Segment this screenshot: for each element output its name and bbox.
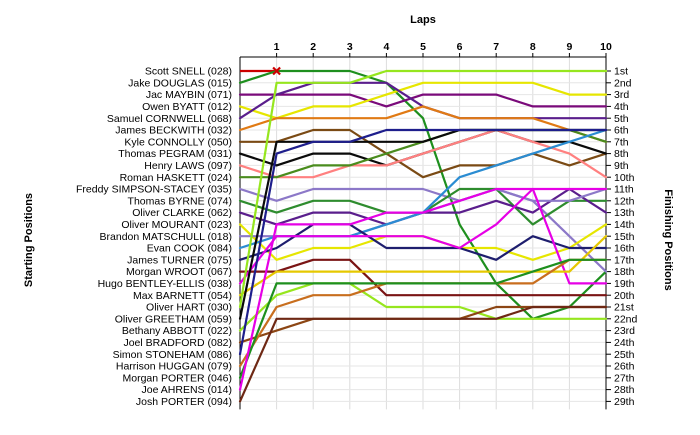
driver-labels: Scott SNELL (028)Jake DOUGLAS (015)Jac M… (76, 66, 232, 408)
driver-label: Harrison HUGGAN (079) (116, 361, 232, 373)
driver-label: Thomas PEGRAM (031) (118, 148, 232, 160)
y-axis-title-left: Starting Positions (23, 193, 35, 287)
finish-label: 20th (614, 290, 635, 302)
series-line (238, 258, 608, 379)
driver-label: Thomas BYRNE (074) (128, 195, 232, 207)
series-line (238, 305, 608, 403)
series-line (238, 93, 608, 108)
series-line (238, 187, 608, 391)
driver-label: Morgan WROOT (067) (126, 266, 232, 278)
series-line (238, 69, 608, 309)
driver-label: Joel BRADFORD (082) (123, 337, 232, 349)
finish-label: 10th (614, 172, 635, 184)
finish-label: 12th (614, 195, 635, 207)
driver-label: Scott SNELL (028) (145, 66, 232, 78)
finish-label: 9th (614, 160, 629, 172)
lap-tick-label: 8 (530, 41, 536, 53)
series-line (238, 187, 608, 273)
driver-label: Oliver MOURANT (023) (121, 219, 232, 231)
finish-label: 5th (614, 113, 629, 125)
lap-tick-label: 9 (566, 41, 572, 53)
finish-label: 19th (614, 278, 635, 290)
finish-label: 6th (614, 125, 629, 137)
lap-tick-label: 7 (493, 41, 499, 53)
driver-label: Freddy SIMPSON-STACEY (035) (76, 184, 232, 196)
driver-label: Josh PORTER (094) (136, 396, 232, 408)
series-line (238, 69, 608, 320)
lap-tick-label: 1 (274, 41, 280, 53)
lap-tick-label: 6 (457, 41, 463, 53)
markers (272, 66, 281, 76)
series-line (238, 235, 608, 297)
finish-labels: 1st2nd3rd4th5th6th7th8th9th10th11th12th1… (614, 66, 638, 408)
series-line (238, 223, 608, 261)
finish-label: 21st (614, 302, 634, 314)
finish-label: 26th (614, 361, 635, 373)
finish-label: 1st (614, 66, 628, 78)
finish-label: 24th (614, 337, 635, 349)
series-line (238, 105, 608, 143)
series-line (238, 128, 608, 356)
driver-label: Evan COOK (084) (147, 243, 232, 255)
driver-label: Oliver CLARKE (062) (132, 207, 232, 219)
series-lines (238, 69, 608, 403)
lap-tick-label: 3 (347, 41, 353, 53)
finish-label: 23rd (614, 325, 635, 337)
driver-label: Oliver HART (030) (146, 302, 232, 314)
driver-label: Morgan PORTER (046) (122, 372, 232, 384)
finish-label: 22nd (614, 313, 638, 325)
driver-label: Oliver GREETHAM (059) (115, 313, 232, 325)
driver-label: Joe AHRENS (014) (142, 384, 232, 396)
finish-label: 8th (614, 148, 629, 160)
series-line (238, 128, 608, 179)
series-line (238, 258, 608, 297)
series-line (238, 282, 608, 332)
lap-labels: 1 2 3 4 5 6 7 8 9 10 (274, 41, 612, 53)
driver-label: Jake DOUGLAS (015) (128, 77, 232, 89)
lap-tick-label: 5 (420, 41, 426, 53)
chart-title: Laps (410, 14, 436, 26)
lap-tick-label: 4 (383, 41, 389, 53)
finish-label: 17th (614, 254, 635, 266)
retirement-marker (272, 66, 281, 76)
finish-label: 29th (614, 396, 635, 408)
finish-label: 13th (614, 207, 635, 219)
driver-label: James BECKWITH (032) (115, 125, 232, 137)
driver-label: Roman HASKETT (024) (120, 172, 232, 184)
driver-label: Brandon MATSCHULL (018) (100, 231, 232, 243)
finish-label: 28th (614, 384, 635, 396)
finish-label: 18th (614, 266, 635, 278)
finish-label: 11th (614, 184, 634, 196)
finish-label: 16th (614, 243, 635, 255)
y-axis-title-right: Finishing Positions (662, 189, 674, 290)
finish-label: 25th (614, 349, 635, 361)
series-line (238, 187, 608, 285)
driver-label: Owen BYATT (012) (142, 101, 232, 113)
finish-label: 15th (614, 231, 635, 243)
lap-tick-label: 2 (310, 41, 316, 53)
series-line (238, 81, 608, 120)
driver-label: Simon STONEHAM (086) (113, 349, 232, 361)
driver-label: Hugo BENTLEY-ELLIS (038) (98, 278, 232, 290)
driver-label: James TURNER (075) (127, 254, 232, 266)
driver-label: Jac MAYBIN (071) (146, 89, 232, 101)
finish-label: 2nd (614, 77, 632, 89)
driver-label: Henry LAWS (097) (144, 160, 232, 172)
driver-label: Bethany ABBOTT (022) (122, 325, 232, 337)
driver-label: Kyle CONNOLLY (050) (124, 136, 232, 148)
driver-label: Max BARNETT (054) (133, 290, 232, 302)
lap-tick-label: 10 (600, 41, 612, 53)
finish-label: 3rd (614, 89, 629, 101)
finish-label: 7th (614, 136, 629, 148)
series-line (238, 128, 608, 179)
finish-label: 4th (614, 101, 629, 113)
finish-label: 14th (614, 219, 635, 231)
driver-label: Samuel CORNWELL (068) (107, 113, 232, 125)
finish-label: 27th (614, 372, 635, 384)
